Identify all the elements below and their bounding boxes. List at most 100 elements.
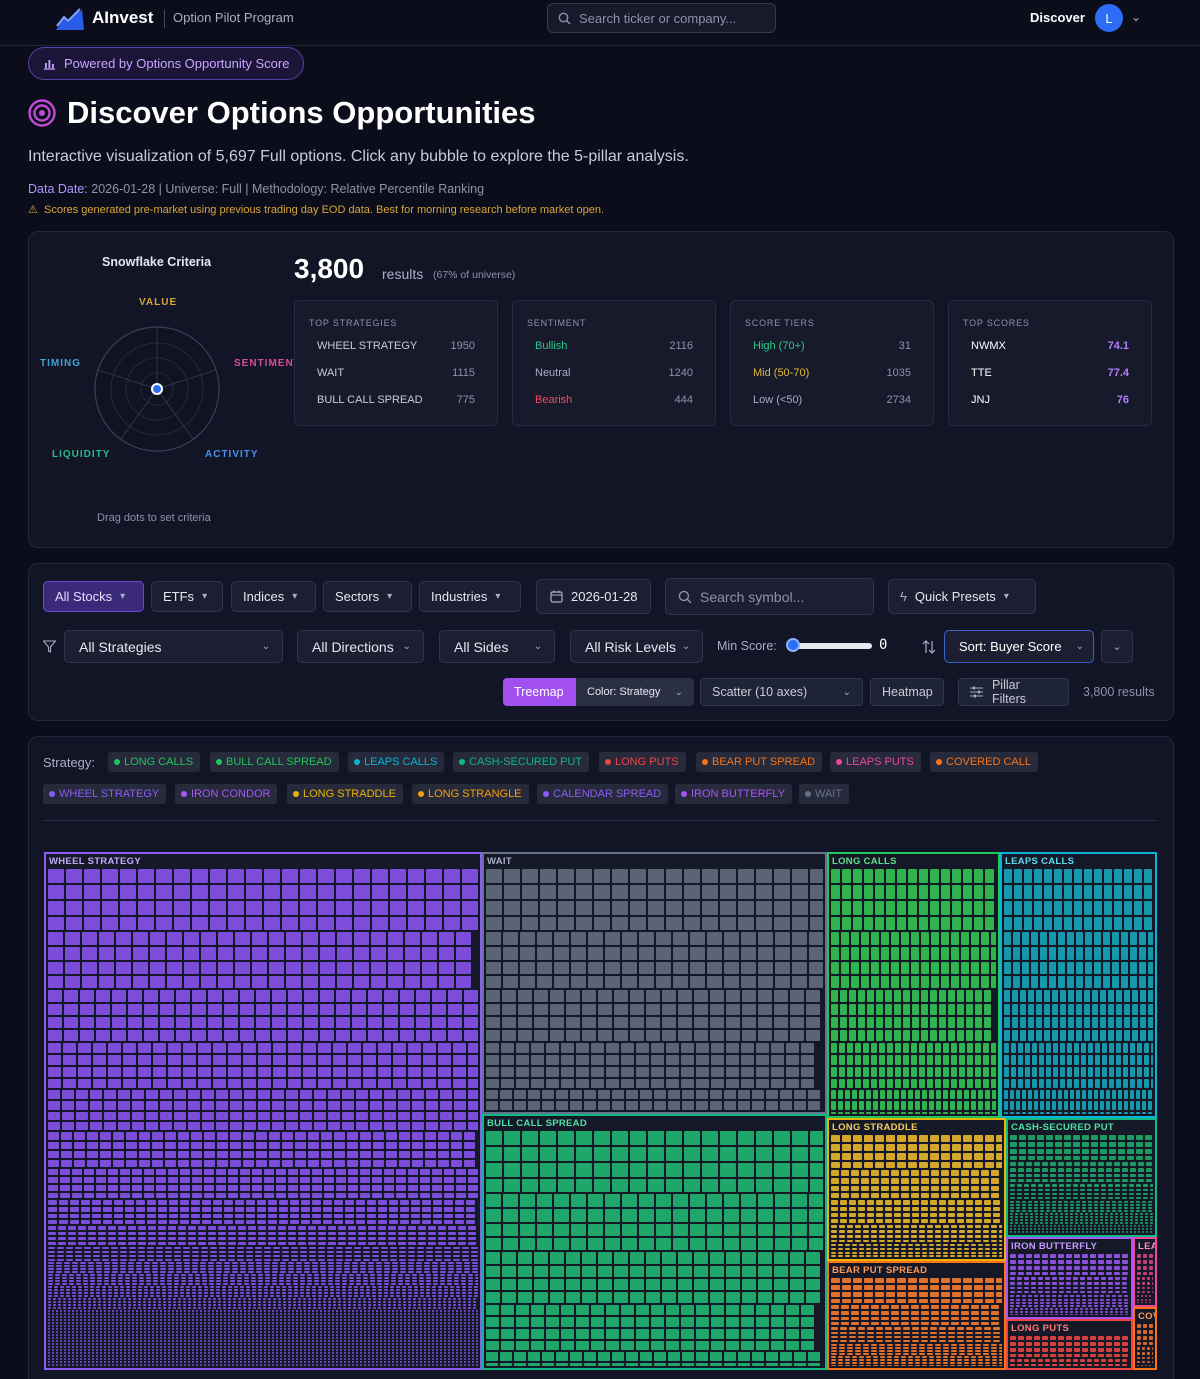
- treemap-cell[interactable]: [448, 1331, 450, 1333]
- treemap-cell[interactable]: [232, 1334, 234, 1336]
- treemap-cell[interactable]: [172, 1352, 174, 1354]
- legend-chip-long-calls[interactable]: LONG CALLS: [108, 752, 201, 772]
- treemap-cell[interactable]: [98, 1226, 106, 1230]
- treemap-cell[interactable]: [288, 1349, 290, 1351]
- treemap-cell[interactable]: [403, 1307, 406, 1309]
- treemap-cell[interactable]: [104, 1122, 116, 1130]
- treemap-cell[interactable]: [48, 1280, 53, 1282]
- treemap-cell[interactable]: [201, 1255, 208, 1257]
- treemap-cell[interactable]: [257, 1220, 266, 1224]
- treemap-cell[interactable]: [276, 1355, 278, 1357]
- treemap-cell[interactable]: [93, 1251, 100, 1253]
- treemap-cell[interactable]: [235, 1220, 244, 1224]
- treemap-cell[interactable]: [133, 947, 148, 960]
- treemap-cell[interactable]: [352, 1358, 354, 1360]
- treemap-cell[interactable]: [316, 1331, 318, 1333]
- treemap-cell[interactable]: [308, 1298, 311, 1300]
- treemap-cell[interactable]: [112, 1310, 114, 1312]
- treemap-cell[interactable]: [420, 1322, 422, 1324]
- treemap-cell[interactable]: [59, 1214, 68, 1218]
- treemap-cell[interactable]: [84, 1325, 86, 1327]
- treemap-cell[interactable]: [340, 1352, 342, 1354]
- treemap-cell[interactable]: [218, 1226, 226, 1230]
- treemap-cell[interactable]: [328, 1262, 334, 1264]
- treemap-cell[interactable]: [216, 1101, 228, 1110]
- treemap-cell[interactable]: [120, 1289, 124, 1291]
- treemap-cell[interactable]: [52, 1316, 54, 1318]
- treemap-cell[interactable]: [298, 1237, 306, 1240]
- treemap-cell[interactable]: [148, 1226, 156, 1230]
- treemap-cell[interactable]: [389, 1220, 398, 1224]
- treemap-cell[interactable]: [118, 1277, 123, 1279]
- treemap-cell[interactable]: [279, 1280, 284, 1282]
- treemap-cell[interactable]: [118, 1232, 126, 1235]
- treemap-cell[interactable]: [228, 1352, 230, 1354]
- treemap-cell[interactable]: [461, 1277, 466, 1279]
- treemap-cell[interactable]: [196, 1340, 198, 1342]
- treemap-cell[interactable]: [334, 1214, 343, 1218]
- treemap-cell[interactable]: [392, 1328, 394, 1330]
- treemap-cell[interactable]: [184, 1364, 186, 1366]
- treemap-cell[interactable]: [472, 1322, 474, 1324]
- treemap-cell[interactable]: [396, 1340, 398, 1342]
- treemap-cell[interactable]: [174, 917, 190, 930]
- treemap-cell[interactable]: [352, 990, 366, 1002]
- treemap-cell[interactable]: [360, 1334, 362, 1336]
- treemap-cell[interactable]: [148, 1310, 150, 1312]
- treemap-cell[interactable]: [296, 1268, 302, 1270]
- treemap-cell[interactable]: [312, 1207, 321, 1212]
- treemap-cell[interactable]: [90, 1090, 102, 1099]
- treemap-cell[interactable]: [448, 1355, 450, 1357]
- treemap-cell[interactable]: [258, 1055, 271, 1065]
- treemap-cell[interactable]: [472, 1268, 478, 1270]
- treemap-cell[interactable]: [345, 1255, 352, 1257]
- treemap-cell[interactable]: [228, 1340, 230, 1342]
- treemap-cell[interactable]: [292, 1349, 294, 1351]
- treemap-cell[interactable]: [213, 1043, 226, 1053]
- treemap-cell[interactable]: [180, 1325, 182, 1327]
- treemap-cell[interactable]: [348, 1185, 358, 1191]
- treemap-cell[interactable]: [707, 932, 722, 945]
- treemap-cell[interactable]: [103, 1298, 106, 1300]
- treemap-cell[interactable]: [486, 901, 502, 915]
- treemap-cell[interactable]: [460, 1352, 462, 1354]
- treemap-cell[interactable]: [345, 1200, 354, 1205]
- treemap-cell[interactable]: [48, 1030, 62, 1041]
- treemap-cell[interactable]: [228, 1346, 230, 1348]
- treemap-cell[interactable]: [60, 1334, 62, 1336]
- treemap-cell[interactable]: [384, 1322, 386, 1324]
- treemap-cell[interactable]: [118, 1242, 126, 1245]
- treemap-cell[interactable]: [439, 962, 454, 974]
- treemap-cell[interactable]: [358, 1304, 361, 1306]
- treemap-cell[interactable]: [344, 1346, 346, 1348]
- treemap-cell[interactable]: [292, 1310, 294, 1312]
- treemap-cell[interactable]: [320, 1265, 326, 1267]
- treemap-cell[interactable]: [333, 1079, 346, 1088]
- treemap-cell[interactable]: [388, 1334, 390, 1336]
- treemap-cell[interactable]: [210, 869, 226, 883]
- treemap-cell[interactable]: [152, 1325, 154, 1327]
- treemap-cell[interactable]: [464, 1352, 466, 1354]
- treemap-cell[interactable]: [455, 1207, 464, 1212]
- treemap-cell[interactable]: [160, 1030, 174, 1041]
- treemap-cell[interactable]: [464, 1322, 466, 1324]
- treemap-cell[interactable]: [368, 1316, 370, 1318]
- treemap-cell[interactable]: [323, 1200, 332, 1205]
- treemap-cell[interactable]: [58, 1298, 61, 1300]
- treemap-cell[interactable]: [260, 1358, 262, 1360]
- treemap-cell[interactable]: [156, 1343, 158, 1345]
- treemap-cell[interactable]: [323, 1220, 332, 1224]
- treemap-cell[interactable]: [486, 976, 501, 988]
- treemap-cell[interactable]: [432, 990, 446, 1002]
- treemap-cell[interactable]: [372, 1177, 382, 1183]
- treemap-cell[interactable]: [248, 1337, 250, 1339]
- treemap-cell[interactable]: [54, 1286, 58, 1288]
- treemap-cell[interactable]: [452, 1361, 454, 1363]
- treemap-cell[interactable]: [144, 1169, 154, 1175]
- treemap-cell[interactable]: [192, 1268, 198, 1270]
- treemap-cell[interactable]: [400, 1349, 402, 1351]
- treemap-cell[interactable]: [228, 1242, 236, 1245]
- treemap-cell[interactable]: [416, 1340, 418, 1342]
- treemap-cell[interactable]: [448, 1313, 450, 1315]
- treemap-cell[interactable]: [622, 976, 637, 988]
